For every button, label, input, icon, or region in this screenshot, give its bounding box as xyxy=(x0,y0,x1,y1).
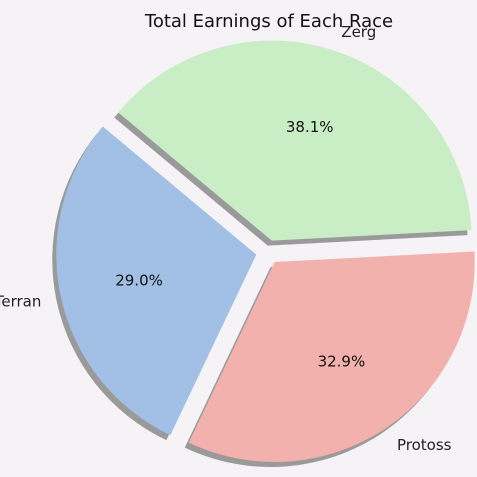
pie-labels: Zerg 38.1% Terran 29.0% Protoss 32.9% xyxy=(0,23,452,454)
slice-percent-terran: 29.0% xyxy=(115,271,163,289)
slice-percent-zerg: 38.1% xyxy=(286,118,334,136)
slice-label-protoss: Protoss xyxy=(397,436,452,454)
pie-slices xyxy=(56,40,475,462)
chart-title: Total Earnings of Each Race xyxy=(144,11,393,32)
pie-slice-protoss xyxy=(188,251,475,462)
slice-label-terran: Terran xyxy=(0,293,41,311)
slice-label-zerg: Zerg xyxy=(341,23,376,41)
pie-slice-terran xyxy=(56,126,257,436)
pie-slice-zerg xyxy=(118,40,472,241)
slice-percent-protoss: 32.9% xyxy=(318,353,366,371)
